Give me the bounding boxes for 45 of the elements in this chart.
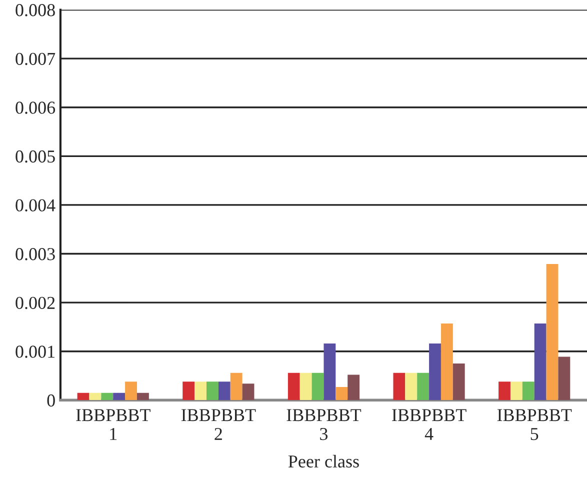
y-tick-label: 0.007 (16, 52, 56, 66)
bar (113, 392, 126, 400)
bar (312, 372, 324, 400)
bar (182, 382, 195, 400)
bar (336, 386, 348, 400)
bar (393, 372, 406, 400)
bar (324, 344, 336, 400)
x-tick-label: IBBPBBT 3 (286, 409, 362, 440)
bar (101, 392, 114, 400)
bar (534, 324, 546, 400)
y-tick-label: 0.008 (16, 4, 55, 16)
x-tick-label: IBBPBBT 2 (181, 409, 256, 440)
bar (89, 392, 102, 400)
bar (300, 372, 312, 400)
bar (522, 382, 534, 400)
x-tick-label: IBBPBBT 4 (392, 409, 466, 440)
y-tick-label: 0.004 (16, 199, 56, 212)
x-tick-label: IBBPBBT 1 (76, 409, 150, 440)
bar (77, 392, 90, 400)
bar (440, 324, 453, 400)
y-tick-label: 0.002 (16, 296, 55, 310)
bar (417, 372, 430, 400)
y-tick-label: 0.001 (16, 346, 55, 358)
bar (125, 382, 137, 400)
bar (136, 392, 149, 400)
bar (194, 382, 206, 400)
bar (288, 372, 300, 400)
bar (429, 344, 441, 400)
y-tick-label: 0 (47, 394, 55, 407)
y-tick-label: 0.006 (16, 102, 56, 114)
y-tick-label: 0.003 (16, 248, 55, 260)
bar (498, 382, 510, 400)
bar (230, 372, 242, 400)
bar (348, 374, 360, 400)
bar (452, 364, 465, 400)
x-axis-title: Peer class (288, 454, 359, 468)
bar (510, 382, 522, 400)
bar (405, 372, 418, 400)
bar (218, 382, 230, 400)
bar (546, 264, 558, 400)
bar (206, 382, 218, 400)
y-tick-label: 0.005 (16, 150, 55, 163)
x-tick-label: IBBPBBT 5 (497, 409, 572, 440)
bar (558, 356, 570, 400)
bar (242, 384, 254, 400)
